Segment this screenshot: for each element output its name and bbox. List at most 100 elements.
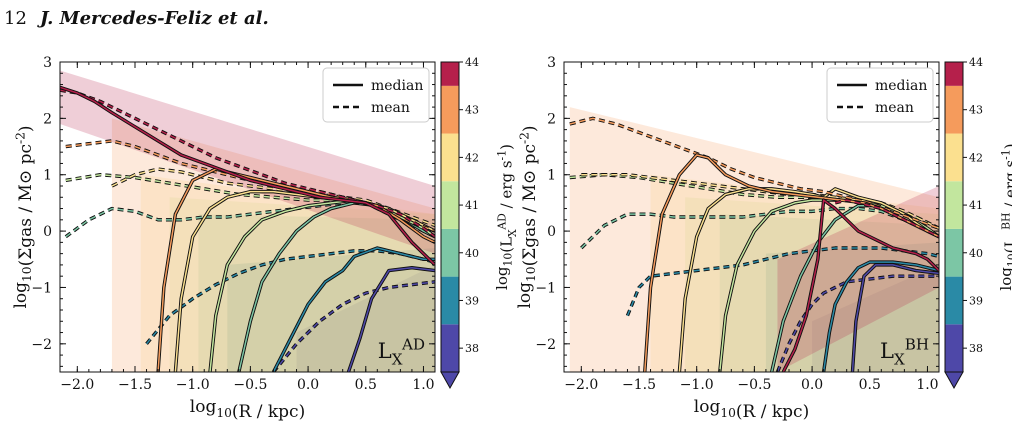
- y-tick-label: 3: [547, 55, 556, 71]
- x-tick-label: 1.0: [412, 377, 434, 393]
- mean-line-7: [834, 199, 939, 238]
- y-tick-label: −2: [31, 337, 52, 353]
- colorbar-tick-label: 44: [465, 56, 479, 69]
- y-tick-label: 1: [547, 168, 556, 184]
- colorbar-segment-6: [945, 85, 963, 134]
- band-4: [169, 197, 435, 372]
- median-line-7: [782, 199, 939, 372]
- legend-box: [826, 67, 934, 123]
- colorbar-tick-label: 43: [969, 104, 983, 117]
- band-7: [777, 186, 939, 372]
- mean-line-1: [272, 281, 435, 372]
- band-6: [569, 107, 939, 372]
- colorbar-segment-4: [441, 181, 459, 229]
- band-5: [650, 174, 939, 372]
- median-line-6: [157, 168, 435, 372]
- colorbar-tick-label: 38: [969, 342, 983, 355]
- x-tick-label: −1.5: [622, 377, 656, 393]
- median-line-5: [678, 188, 939, 372]
- colorbar-tick-label: 39: [969, 294, 983, 307]
- colorbar: 38 39 40 41 42 43 44 log10(LXAD / erg s-1): [440, 56, 519, 390]
- colorbar-segment-3: [441, 228, 459, 277]
- band-7: [60, 70, 435, 254]
- colorbar-tick-label: 42: [969, 151, 983, 164]
- panel-label: LXBH: [880, 336, 929, 369]
- y-tick-label: −1: [535, 280, 556, 296]
- chart-panel-2: −2.0 −1.5 −1.0 −0.5 0.0 0.5 1.0 −2 −1 0 1 2 3 log10(R…: [515, 55, 1012, 422]
- colorbar-segment-7: [945, 62, 963, 86]
- y-tick-label: 3: [43, 55, 52, 71]
- y-tick-label: 2: [43, 111, 52, 127]
- legend-mean-label: mean: [875, 100, 914, 116]
- colorbar-segment-1: [945, 324, 963, 372]
- legend-box: [322, 67, 430, 123]
- panel-label: LXAD: [378, 336, 425, 369]
- y-tick-label: −2: [535, 337, 556, 353]
- x-tick-label: 0.0: [801, 377, 823, 393]
- colorbar-label: log10(LXAD / erg s-1): [493, 144, 519, 290]
- colorbar-segment-3: [945, 228, 963, 277]
- colorbar-segment-2: [945, 276, 963, 325]
- colorbar: 38 39 40 41 42 43 44 log10(LXBH / erg s-1): [944, 56, 1012, 390]
- x-tick-label: −1.0: [680, 377, 714, 393]
- axes-frame: [563, 61, 940, 373]
- x-tick-label: 0.5: [859, 377, 881, 393]
- page-number: 12: [4, 8, 27, 29]
- axes-frame: [59, 61, 436, 373]
- plot-area: [60, 70, 435, 372]
- x-tick-label: −0.5: [737, 377, 771, 393]
- y-tick-label: −1: [31, 280, 52, 296]
- median-line-2: [822, 261, 939, 372]
- colorbar-tick-label: 40: [465, 247, 479, 260]
- colorbar-segment-5: [945, 133, 963, 182]
- legend-median-label: median: [875, 78, 927, 94]
- median-line-2: [272, 247, 435, 372]
- colorbar-segment-5: [441, 133, 459, 182]
- y-axis-label: log10(Σgas / M⊙ pc-2): [11, 125, 36, 308]
- median-line-1: [851, 264, 939, 372]
- legend-median-label: median: [371, 78, 423, 94]
- median-line-5: [174, 190, 435, 372]
- colorbar-tick-label: 43: [465, 104, 479, 117]
- y-tick-label: 1: [43, 168, 52, 184]
- colorbar-tick-label: 42: [465, 151, 479, 164]
- mean-line-1: [776, 275, 939, 372]
- colorbar-label: log10(LXBH / erg s-1): [997, 143, 1012, 290]
- colorbar-tick-label: 41: [969, 199, 983, 212]
- y-axis-label: log10(Σgas / M⊙ pc-2): [515, 125, 540, 308]
- median-line-1: [347, 266, 435, 372]
- x-tick-label: 1.0: [916, 377, 938, 393]
- y-tick-label: 0: [547, 224, 556, 240]
- legend: median mean: [322, 67, 430, 123]
- band-1: [812, 264, 939, 372]
- x-tick-label: −0.5: [233, 377, 267, 393]
- running-title: J. Mercedes-Feliz et al.: [40, 8, 269, 29]
- band-3: [719, 214, 939, 372]
- x-tick-label: 0.5: [355, 377, 377, 393]
- colorbar-tick-label: 41: [465, 199, 479, 212]
- x-tick-label: −1.0: [176, 377, 210, 393]
- x-tick-label: −2.0: [564, 377, 598, 393]
- x-tick-label: 0.0: [297, 377, 319, 393]
- legend: median mean: [826, 67, 934, 123]
- x-tick-label: −2.0: [60, 377, 94, 393]
- colorbar-tick-label: 38: [465, 342, 479, 355]
- colorbar-tick-label: 40: [969, 247, 983, 260]
- colorbar-extend-arrow: [944, 371, 964, 390]
- x-axis-label: log10(R / kpc): [694, 397, 809, 422]
- chart-panel-1: −2.0 −1.5 −1.0 −0.5 0.0 0.5 1.0 −2 −1 0 1 2 3 log10(R…: [11, 55, 519, 422]
- colorbar-segment-1: [441, 324, 459, 372]
- colorbar-tick-label: 44: [969, 56, 983, 69]
- median-line-7: [60, 86, 435, 266]
- mean-line-3: [65, 202, 435, 238]
- colorbar-frame: [944, 61, 964, 373]
- band-2: [765, 242, 939, 372]
- legend-mean-label: mean: [371, 100, 410, 116]
- colorbar-segment-6: [441, 85, 459, 134]
- colorbar-frame: [440, 61, 460, 373]
- mean-line-7: [60, 89, 435, 238]
- x-axis-label: log10(R / kpc): [190, 397, 305, 422]
- y-tick-label: 2: [547, 111, 556, 127]
- colorbar-extend-arrow: [440, 371, 460, 390]
